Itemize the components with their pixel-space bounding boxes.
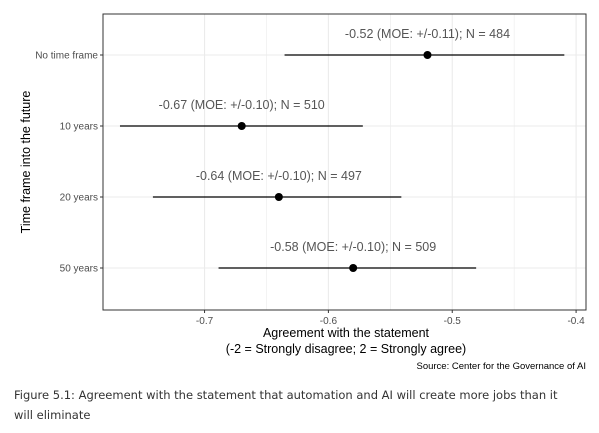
x-tick-label: -0.6 — [320, 316, 338, 327]
y-tick-label: No time frame — [35, 51, 98, 62]
point-annotation: -0.64 (MOE: +/-0.10); N = 497 — [196, 169, 362, 183]
data-point — [237, 122, 246, 130]
grid-lines — [103, 14, 586, 310]
y-tick-labels: No time frame 10 years 20 years 50 years — [35, 51, 103, 275]
data-layer: -0.52 (MOE: +/-0.11); N = 484 -0.67 (MOE:… — [119, 27, 565, 272]
source-note: Source: Center for the Governance of AI — [416, 361, 586, 372]
point-annotation: -0.52 (MOE: +/-0.11); N = 484 — [345, 27, 510, 41]
x-tick-label: -0.7 — [196, 316, 214, 327]
x-tick-label: -0.5 — [444, 316, 462, 327]
y-axis-title: Time frame into the future — [19, 91, 33, 234]
x-axis-title-line2: (-2 = Strongly disagree; 2 = Strongly ag… — [226, 342, 466, 356]
data-point — [274, 193, 283, 201]
y-tick-label: 10 years — [60, 122, 98, 133]
y-tick-label: 20 years — [60, 193, 98, 204]
y-tick-label: 50 years — [60, 264, 98, 275]
data-point — [349, 264, 358, 272]
x-tick-label: -0.4 — [567, 316, 585, 327]
figure-caption: Figure 5.1: Agreement with the statement… — [14, 388, 558, 422]
x-axis-title-line1: Agreement with the statement — [263, 326, 430, 340]
chart: -0.52 (MOE: +/-0.11); N = 484 -0.67 (MOE:… — [19, 13, 587, 372]
x-tick-labels: -0.7 -0.6 -0.5 -0.4 — [196, 310, 585, 327]
point-annotation: -0.67 (MOE: +/-0.10); N = 510 — [159, 98, 325, 112]
point-annotation: -0.58 (MOE: +/-0.10); N = 509 — [270, 240, 436, 254]
panel-border — [102, 13, 587, 311]
data-point — [423, 51, 432, 59]
